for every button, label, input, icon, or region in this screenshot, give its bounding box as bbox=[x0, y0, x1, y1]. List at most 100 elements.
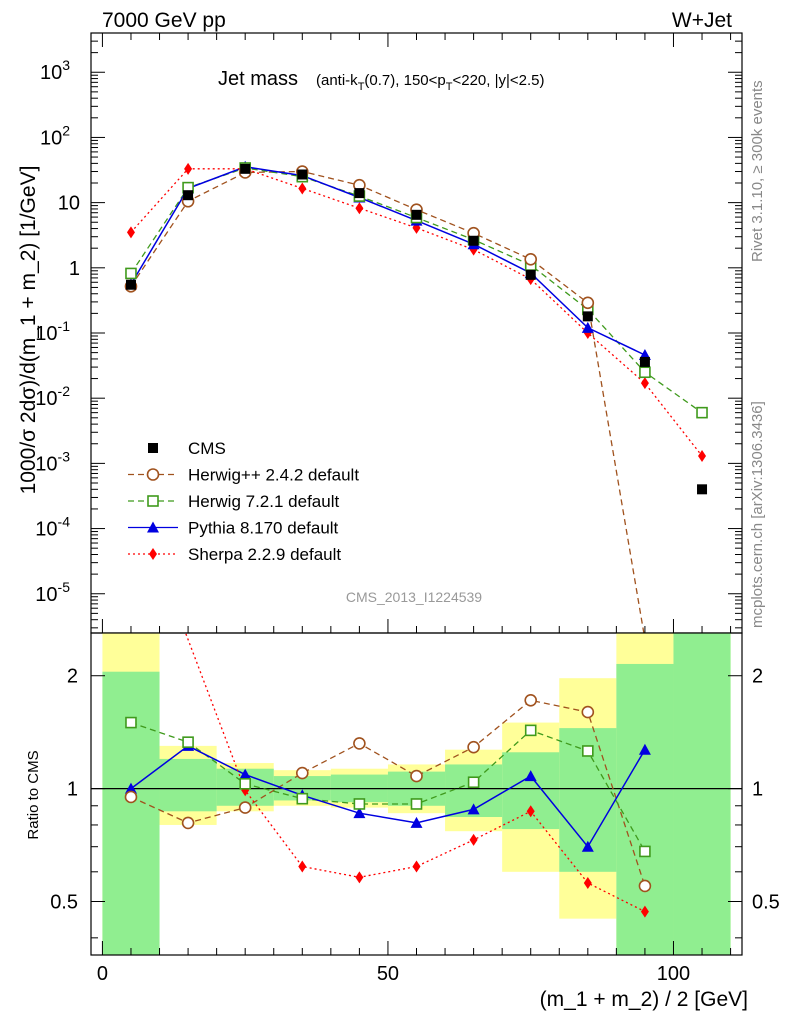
main-y-tick-label: 102 bbox=[40, 122, 70, 149]
legend: CMS Herwig++ 2.4.2 default Herwig 7.2.1 de… bbox=[128, 439, 359, 564]
main-point-s0-6 bbox=[468, 235, 479, 246]
ratio-point-s1-4 bbox=[353, 798, 366, 810]
ratio-y-tick-label: 1 bbox=[67, 779, 78, 801]
main-frame bbox=[90, 32, 743, 634]
main-plot-area bbox=[124, 160, 708, 633]
ratio-point-s0-9 bbox=[638, 879, 652, 893]
ratio-point-s2-4 bbox=[353, 807, 366, 819]
rivet-label: Rivet 3.1.10, ≥ 300k events bbox=[749, 80, 766, 262]
ratio-point-s2-5 bbox=[410, 816, 423, 828]
ratio-point-s3-5 bbox=[469, 833, 478, 846]
main-point-s1-7 bbox=[524, 253, 538, 266]
ratio-point-s2-0 bbox=[124, 782, 137, 794]
main-point-s0-3 bbox=[297, 169, 308, 180]
main-y-tick-label: 1 bbox=[69, 258, 80, 280]
ratio-band-green-10 bbox=[673, 633, 731, 955]
main-point-s2-0 bbox=[125, 267, 137, 280]
ratio-point-s0-2 bbox=[238, 801, 252, 814]
ratio-point-s2-9 bbox=[638, 743, 651, 755]
ratio-series-line-3 bbox=[184, 633, 646, 913]
ratio-point-s0-7 bbox=[524, 693, 538, 707]
ratio-series-line-1 bbox=[130, 721, 646, 852]
main-title: Jet mass bbox=[218, 68, 298, 90]
ratio-point-s1-3 bbox=[296, 792, 309, 805]
main-series-line-1 bbox=[130, 170, 645, 633]
main-point-s4-9 bbox=[640, 377, 649, 390]
main-axes: 10-5 10-4 10-3 10-2 10-1 1 10 102 103 bbox=[35, 32, 743, 634]
main-point-s0-2 bbox=[240, 163, 251, 174]
main-point-s0-9 bbox=[639, 356, 650, 367]
main-y-tick-label: 10-1 bbox=[35, 318, 70, 345]
legend-entry-1: Herwig++ 2.4.2 default bbox=[188, 466, 359, 485]
ratio-point-s3-6 bbox=[526, 805, 535, 818]
legend-entry-4: Sherpa 2.2.9 default bbox=[188, 545, 341, 564]
main-point-s1-8 bbox=[581, 296, 595, 310]
ratio-point-s0-8 bbox=[581, 705, 595, 719]
ratio-point-s3-8 bbox=[640, 905, 649, 918]
main-y-tick-label: 10-4 bbox=[35, 514, 70, 541]
ratio-y-tick-label-right: 2 bbox=[752, 666, 763, 688]
ratio-y-tick-label: 0.5 bbox=[50, 891, 78, 913]
main-panel: Jet mass (anti-kT(0.7), 150<pT<220, |y|<… bbox=[17, 32, 743, 634]
main-point-s0-7 bbox=[525, 269, 536, 280]
main-y-tick-label: 10-5 bbox=[35, 579, 70, 606]
main-point-s0-8 bbox=[582, 311, 593, 322]
ratio-point-s0-1 bbox=[181, 816, 195, 830]
main-point-s4-0 bbox=[126, 226, 135, 239]
main-point-s4-10 bbox=[698, 449, 707, 462]
ratio-point-s1-9 bbox=[639, 845, 651, 858]
ratio-y-axis-label: Ratio to CMS bbox=[25, 750, 42, 839]
header-right: W+Jet bbox=[672, 9, 732, 32]
main-title-detail: (anti-kT(0.7), 150<pT<220, |y|<2.5) bbox=[316, 72, 545, 93]
ratio-point-s1-1 bbox=[182, 736, 194, 748]
legend-entry-3: Pythia 8.170 default bbox=[188, 519, 339, 538]
ratio-y-tick-label: 2 bbox=[67, 666, 78, 688]
main-y-axis-label: 1000/σ 2dσ)/d(m_1 + m_2) [1/GeV] bbox=[17, 166, 40, 495]
main-y-tick-label: 10-2 bbox=[35, 383, 70, 410]
main-point-s4-3 bbox=[298, 182, 307, 195]
x-tick-label: 50 bbox=[377, 963, 399, 985]
ratio-point-s0-0 bbox=[124, 790, 138, 804]
ratio-point-s2-7 bbox=[524, 770, 537, 782]
ratio-point-s2-8 bbox=[581, 840, 594, 852]
main-point-s0-10 bbox=[697, 484, 708, 495]
legend-marker-3 bbox=[147, 521, 159, 533]
ratio-point-s2-2 bbox=[239, 768, 252, 780]
ratio-point-s1-2 bbox=[239, 778, 251, 790]
main-point-s4-1 bbox=[184, 162, 193, 175]
main-point-s2-10 bbox=[696, 406, 708, 419]
header-left: 7000 GeV pp bbox=[102, 9, 226, 32]
ratio-point-s1-8 bbox=[582, 745, 594, 757]
main-series-line-3 bbox=[130, 166, 646, 356]
ratio-plot-area bbox=[91, 633, 742, 955]
ratio-point-s1-6 bbox=[467, 776, 480, 789]
main-point-s2-9 bbox=[639, 366, 651, 379]
ratio-axes: 0.5 0.5 1 1 2 2 0 50 100 bbox=[50, 619, 780, 985]
main-point-s0-0 bbox=[125, 279, 136, 290]
main-point-s4-4 bbox=[355, 202, 364, 215]
ratio-point-s3-4 bbox=[412, 860, 421, 873]
ratio-y-tick-label-right: 0.5 bbox=[752, 891, 780, 913]
ratio-band-green-7 bbox=[502, 752, 560, 830]
ratio-point-s1-0 bbox=[125, 716, 137, 729]
main-point-s0-1 bbox=[183, 190, 194, 201]
x-tick-label: 100 bbox=[657, 963, 690, 985]
legend-entry-0: CMS bbox=[188, 439, 226, 458]
main-point-s0-5 bbox=[411, 209, 422, 220]
legend-marker-4 bbox=[149, 548, 157, 560]
ratio-point-s0-4 bbox=[353, 737, 366, 750]
ratio-band-green-1 bbox=[159, 758, 217, 812]
ratio-y-tick-label-right: 1 bbox=[752, 779, 763, 801]
legend-marker-2 bbox=[147, 495, 159, 507]
main-point-s0-4 bbox=[354, 188, 365, 199]
main-point-s3-8 bbox=[581, 321, 594, 333]
ratio-band-green-0 bbox=[102, 671, 160, 955]
ratio-panel: 0.5 0.5 1 1 2 2 0 50 100 Ratio to CMS (m_1 + m_2… bbox=[25, 619, 780, 1011]
ratio-point-s1-5 bbox=[410, 798, 423, 810]
x-axis-label: (m_1 + m_2) / 2 [GeV] bbox=[540, 988, 748, 1011]
ratio-point-s2-6 bbox=[467, 803, 480, 815]
ratio-series-line-2 bbox=[130, 745, 646, 849]
main-y-tick-label: 103 bbox=[40, 57, 70, 84]
ratio-point-s3-2 bbox=[298, 860, 307, 873]
